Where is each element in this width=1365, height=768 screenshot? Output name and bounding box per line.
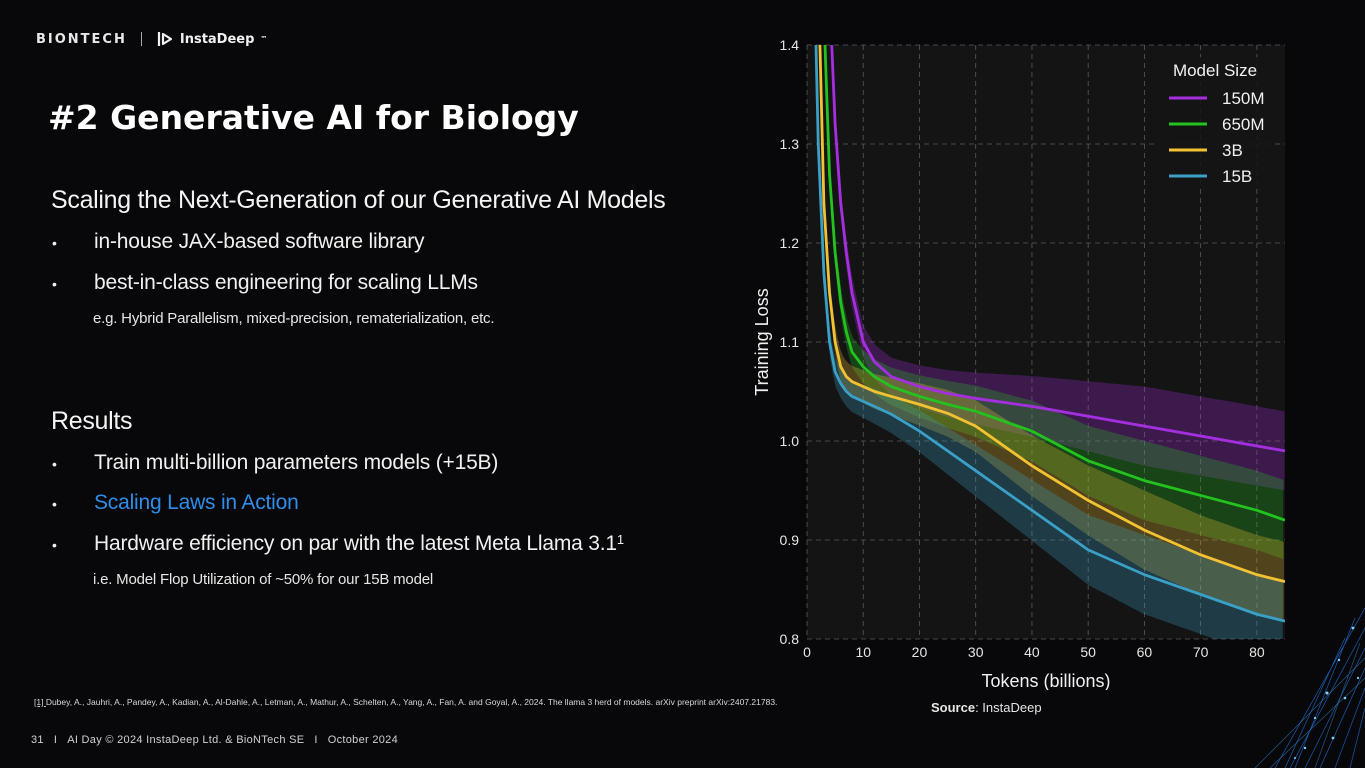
footer-date: October 2024 <box>327 734 398 746</box>
x-tick-label: 10 <box>855 644 871 660</box>
page-number: 31 <box>31 734 44 746</box>
results-bullet-text: Train multi-billion parameters models (+… <box>94 451 499 474</box>
series-band-3B <box>819 45 1284 621</box>
legend-label-650M: 650M <box>1222 115 1265 134</box>
y-axis-label: Training Loss <box>752 288 772 395</box>
y-tick-label: 1.3 <box>780 136 800 152</box>
source-label: Source <box>931 700 976 715</box>
series-line-150M <box>830 45 1285 453</box>
decorative-network-graphic <box>1254 607 1365 768</box>
legend-label-15B: 15B <box>1222 167 1252 186</box>
x-tick-label: 30 <box>968 644 984 660</box>
instadeep-mark-icon <box>157 32 172 46</box>
footnote-text: Dubey, A., Jauhri, A., Pandey, A., Kadia… <box>45 697 778 707</box>
y-tick-label: 0.9 <box>780 532 800 548</box>
bullet-dot: • <box>52 496 57 512</box>
x-tick-label: 0 <box>803 644 811 660</box>
series-line-3B <box>818 45 1285 583</box>
x-tick-label: 50 <box>1080 644 1096 660</box>
footer-separator: I <box>314 734 318 746</box>
scaling-bullet-1: • in-house JAX-based software library <box>52 230 425 256</box>
logo-divider <box>140 32 142 46</box>
series-band-650M <box>824 45 1284 560</box>
footer-event: AI Day © 2024 InstaDeep Ltd. & BioNTech … <box>67 734 305 746</box>
x-tick-label: 20 <box>912 644 928 660</box>
brand-logos: BIONTECH InstaDeep ™ <box>36 30 267 48</box>
footnote-marker: 1 <box>616 532 624 547</box>
scaling-bullet-text: in-house JAX-based software library <box>94 230 425 253</box>
series-band-150M <box>831 45 1285 491</box>
slide-footer: 31 I AI Day © 2024 InstaDeep Ltd. & BioNTe… <box>31 734 398 746</box>
y-tick-label: 1.1 <box>780 334 800 350</box>
bullet-dot: • <box>52 235 57 251</box>
series-band-15B <box>815 45 1283 639</box>
source-value: : InstaDeep <box>975 700 1042 715</box>
series-line-650M <box>823 45 1285 522</box>
training-loss-chart: 0 10 20 30 40 50 60 70 80 0.8 0.9 1.0 1.1 1.2 1.3 1.4 To… <box>752 37 1285 690</box>
y-tick-label: 1.0 <box>780 433 800 449</box>
x-axis-label: Tokens (billions) <box>981 671 1110 690</box>
chart-source: Source: InstaDeep <box>931 700 1042 715</box>
bullet-dot: • <box>52 537 57 553</box>
y-tick-label: 0.8 <box>780 631 800 647</box>
scaling-bullet-text: best-in-class engineering for scaling LL… <box>94 271 478 294</box>
scaling-bullet-2: • best-in-class engineering for scaling … <box>52 271 478 297</box>
scaling-note: e.g. Hybrid Parallelism, mixed-precision… <box>93 310 495 327</box>
scaling-heading: Scaling the Next-Generation of our Gener… <box>51 186 666 214</box>
results-bullet-2[interactable]: • Scaling Laws in Action <box>52 491 299 517</box>
legend-title: Model Size <box>1173 61 1257 80</box>
instadeep-logo-text: InstaDeep <box>179 31 255 47</box>
results-bullet-1: • Train multi-billion parameters models … <box>52 451 498 477</box>
results-note: i.e. Model Flop Utilization of ~50% for … <box>93 571 433 588</box>
results-heading: Results <box>51 407 133 435</box>
x-tick-label: 80 <box>1249 644 1265 660</box>
footer-separator: I <box>53 734 58 746</box>
results-bullet-text: Hardware efficiency on par with the late… <box>94 532 617 555</box>
x-tick-label: 60 <box>1137 644 1153 660</box>
footnote-ref-link[interactable]: [1] <box>34 697 46 707</box>
legend-box <box>1155 57 1275 187</box>
legend-label-3B: 3B <box>1222 141 1243 160</box>
instadeep-logo: InstaDeep ™ <box>156 30 268 48</box>
series-line-15B <box>814 45 1285 623</box>
scaling-laws-link[interactable]: Scaling Laws in Action <box>94 491 299 514</box>
trademark-mark: ™ <box>260 35 268 43</box>
y-tick-label: 1.2 <box>780 235 800 251</box>
footnote: [1] Dubey, A., Jauhri, A., Pandey, A., K… <box>34 697 777 707</box>
bullet-dot: • <box>52 276 57 292</box>
series-group <box>814 45 1285 639</box>
x-tick-label: 70 <box>1193 644 1209 660</box>
results-bullet-3: • Hardware efficiency on par with the la… <box>52 532 624 558</box>
y-tick-label: 1.4 <box>780 37 800 53</box>
legend-label-150M: 150M <box>1222 89 1265 108</box>
bullet-dot: • <box>52 456 57 472</box>
biontech-logo: BIONTECH <box>36 31 127 47</box>
x-tick-label: 40 <box>1024 644 1040 660</box>
page-title: #2 Generative AI for Biology <box>48 98 579 137</box>
